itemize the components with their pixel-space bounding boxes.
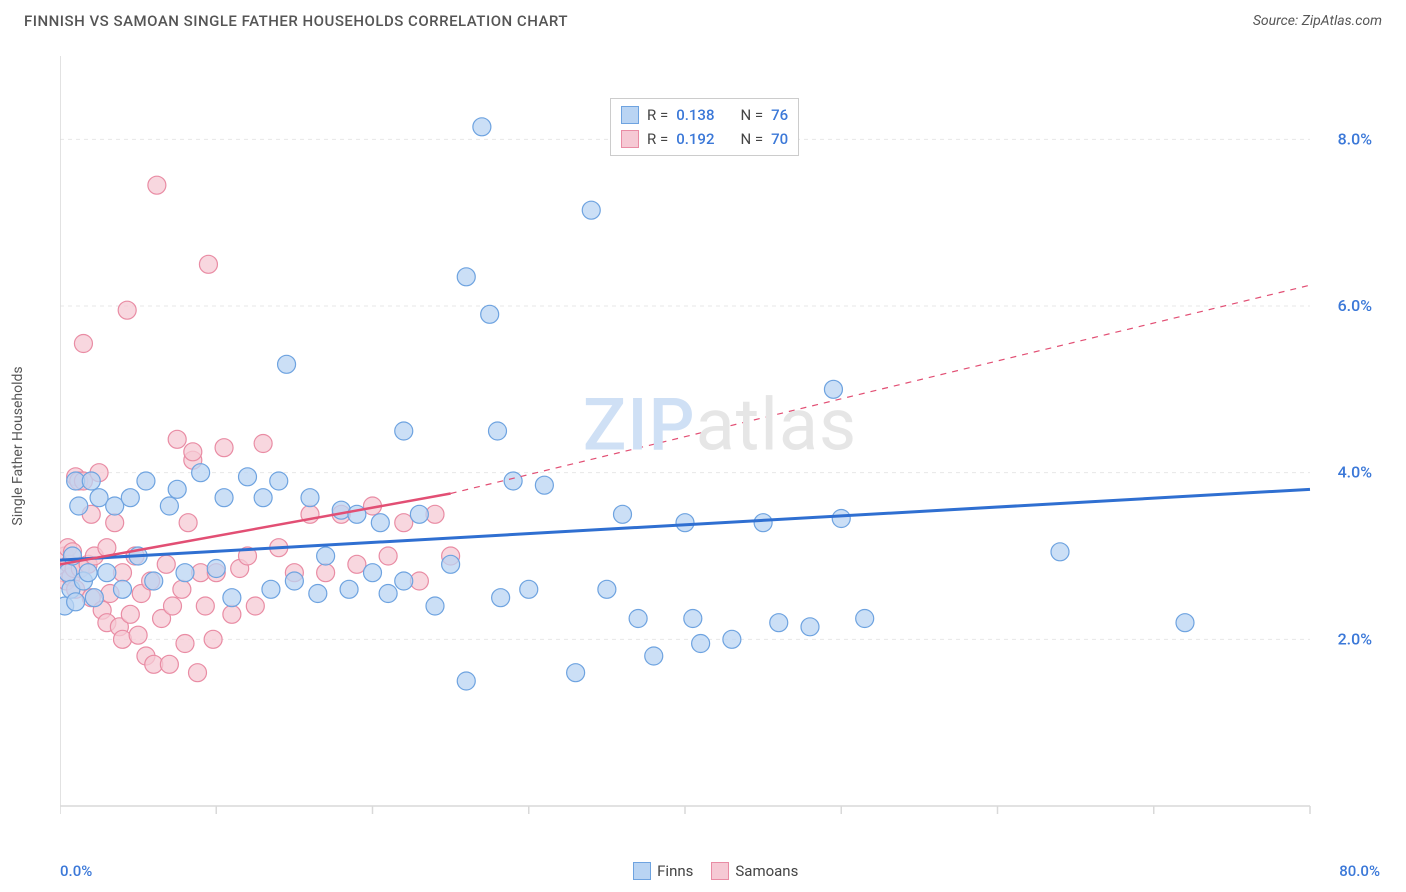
series-legend: Finns Samoans: [633, 862, 798, 880]
legend-item: Finns: [633, 862, 693, 880]
legend-swatch: [621, 106, 639, 124]
source-attribution: Source: ZipAtlas.com: [1253, 13, 1382, 29]
legend-label: Samoans: [735, 862, 798, 880]
y-axis-label: Single Father Households: [10, 366, 26, 525]
r-value: 0.192: [676, 127, 714, 151]
svg-text:2.0%: 2.0%: [1338, 629, 1373, 648]
n-label: N =: [740, 127, 763, 151]
legend-swatch: [711, 862, 729, 880]
stats-row: R = 0.192 N = 70: [621, 127, 788, 151]
x-axis-footer: 0.0% Finns Samoans 80.0%: [60, 862, 1380, 880]
stats-row: R = 0.138 N = 76: [621, 103, 788, 127]
chart-plot-area: 2.0%4.0%6.0%8.0% ZIPatlas R = 0.138 N = …: [60, 46, 1380, 836]
n-value: 76: [771, 103, 788, 127]
r-value: 0.138: [676, 103, 714, 127]
scatter-chart-svg: 2.0% 4.0% 6.0% 8.0%: [60, 46, 1380, 836]
svg-text:6.0%: 6.0%: [1338, 296, 1373, 315]
svg-text:4.0%: 4.0%: [1338, 463, 1373, 482]
r-label: R =: [647, 127, 668, 151]
legend-swatch: [621, 130, 639, 148]
n-label: N =: [740, 103, 763, 127]
legend-swatch: [633, 862, 651, 880]
legend-label: Finns: [657, 862, 693, 880]
legend-item: Samoans: [711, 862, 798, 880]
x-axis-end-label: 80.0%: [1339, 862, 1380, 880]
svg-text:8.0%: 8.0%: [1338, 129, 1373, 148]
n-value: 70: [771, 127, 788, 151]
chart-title: FINNISH VS SAMOAN SINGLE FATHER HOUSEHOL…: [24, 12, 568, 30]
correlation-stats-box: R = 0.138 N = 76 R = 0.192 N = 70: [610, 98, 799, 156]
r-label: R =: [647, 103, 668, 127]
x-axis-start-label: 0.0%: [60, 862, 92, 880]
